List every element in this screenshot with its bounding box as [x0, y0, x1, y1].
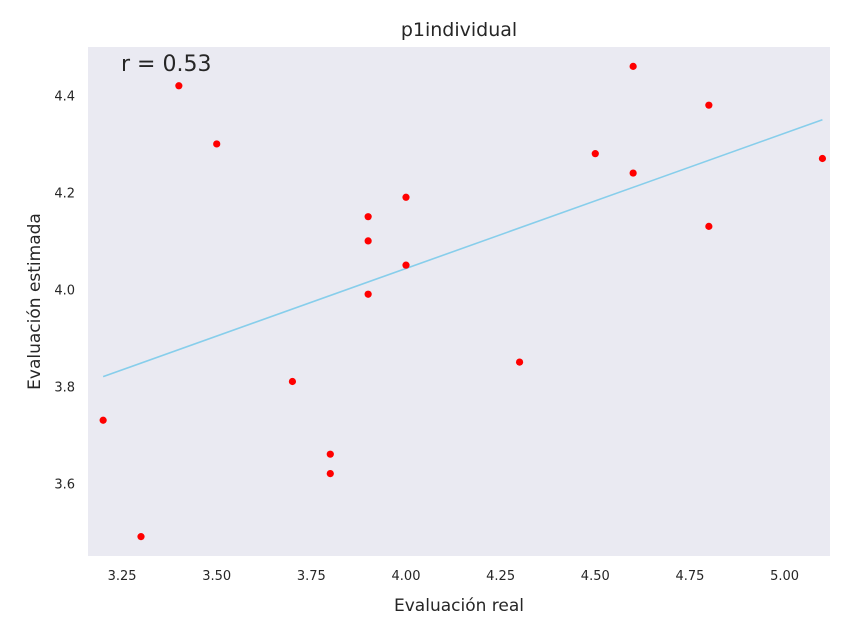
data-point — [99, 416, 107, 424]
plot-area — [88, 47, 830, 556]
y-axis-ticks: 3.6 3.8 4.0 4.2 4.4 — [54, 89, 75, 492]
x-tick-label: 3.75 — [297, 569, 326, 584]
x-tick-label: 4.00 — [392, 569, 421, 584]
y-tick-label: 4.0 — [54, 283, 75, 298]
x-tick-label: 4.50 — [581, 569, 610, 584]
data-point — [175, 82, 183, 90]
data-points — [99, 62, 827, 541]
data-point — [213, 140, 221, 148]
correlation-annotation: r = 0.53 — [121, 52, 211, 77]
y-tick-label: 3.8 — [54, 380, 75, 395]
data-point — [515, 358, 524, 366]
regression-line — [102, 118, 823, 378]
data-point — [364, 290, 372, 298]
data-point — [402, 261, 410, 269]
x-axis-ticks: 3.25 3.50 3.75 4.00 4.25 4.50 4.75 5.00 — [108, 569, 799, 584]
data-point — [326, 469, 334, 478]
x-tick-label: 3.50 — [202, 569, 231, 584]
data-point — [137, 533, 145, 541]
data-point — [288, 377, 297, 386]
data-point — [402, 193, 410, 201]
data-point — [705, 222, 713, 230]
data-point — [591, 150, 599, 158]
data-point — [326, 450, 334, 458]
data-point — [818, 154, 827, 163]
y-axis-label: Evaluación estimada — [25, 213, 45, 390]
chart-title: p1individual — [401, 19, 517, 41]
y-tick-label: 4.2 — [54, 186, 75, 201]
x-tick-label: 4.75 — [675, 569, 704, 584]
data-point — [629, 62, 637, 70]
y-tick-label: 3.6 — [54, 477, 75, 492]
data-point — [364, 213, 372, 221]
data-point — [364, 237, 372, 245]
data-point — [705, 101, 713, 109]
x-tick-label: 3.25 — [108, 569, 137, 584]
x-tick-label: 5.00 — [770, 569, 799, 584]
x-tick-label: 4.25 — [486, 569, 515, 584]
data-point — [629, 169, 637, 177]
x-axis-label: Evaluación real — [394, 596, 524, 616]
y-tick-label: 4.4 — [54, 89, 75, 104]
